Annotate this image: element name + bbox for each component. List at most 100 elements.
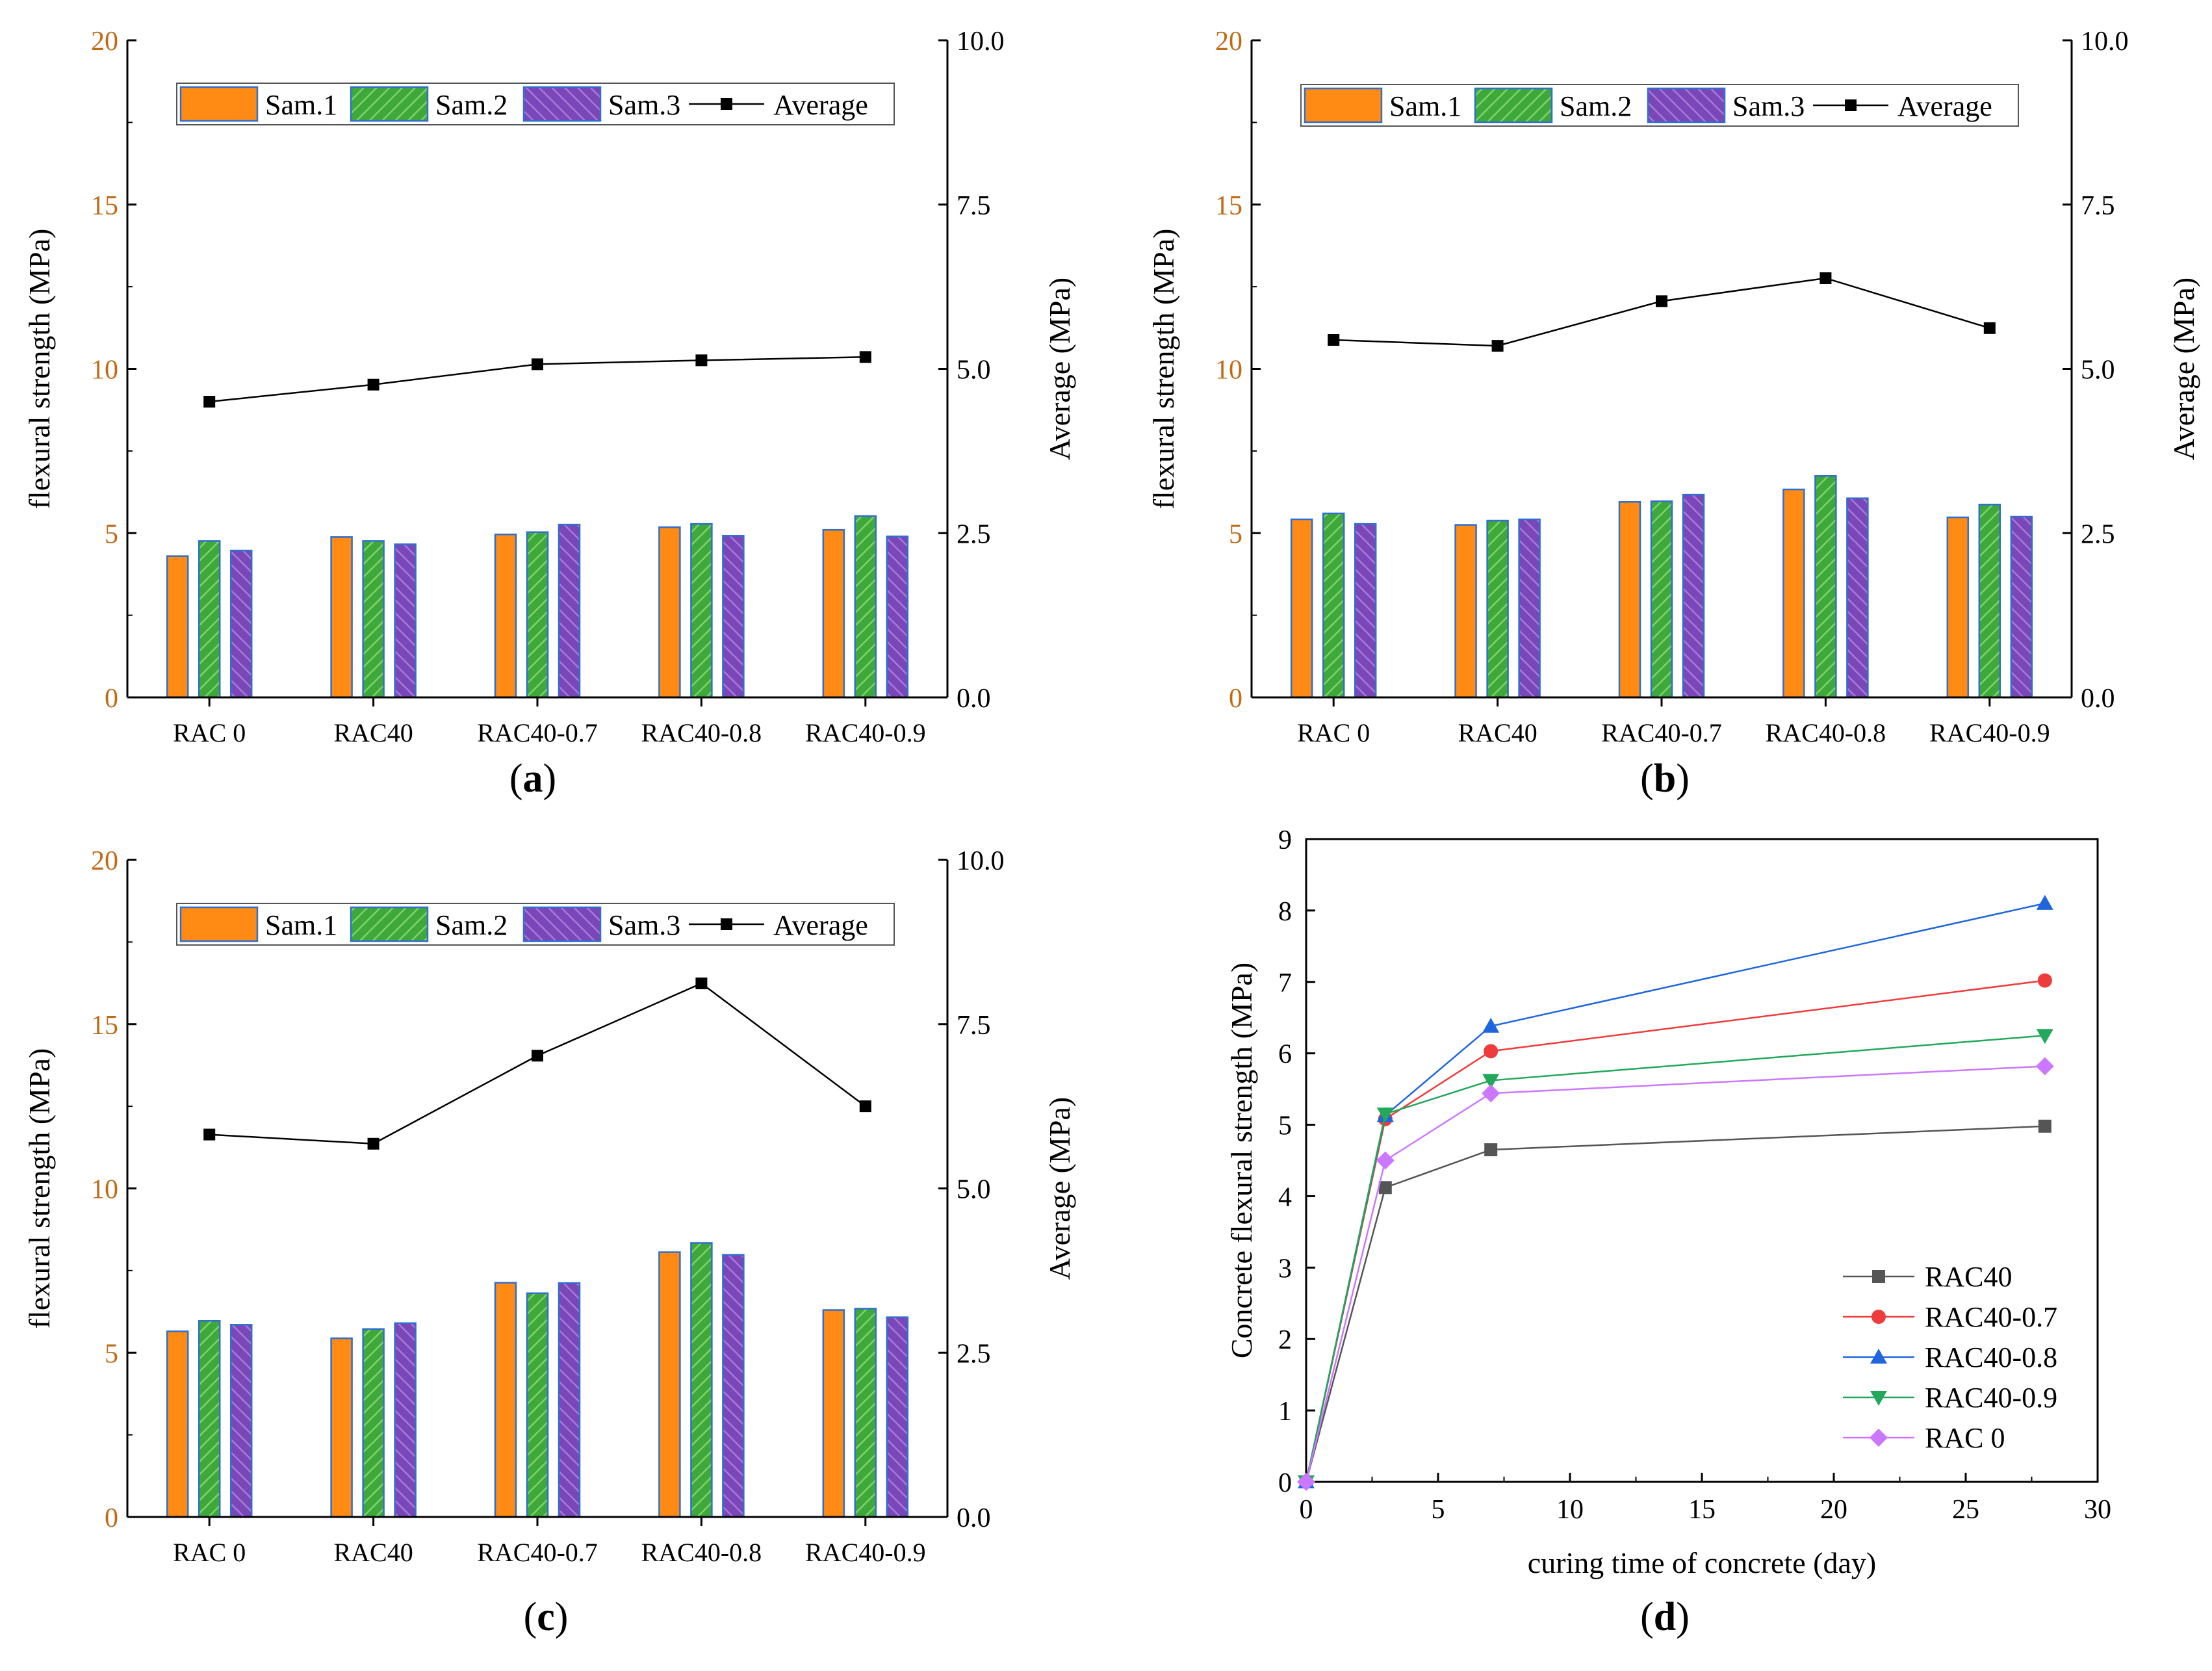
bar-sam1-rac40-09 xyxy=(823,530,844,697)
panel-c-chart: 0 5 10 15 20 0.0 2.5 5.0 7.5 10.0 RAC 0 RAC40 RAC40-… xyxy=(23,846,1076,1639)
left-tick-label: 10 xyxy=(91,356,118,385)
legend-label: RAC40-0.8 xyxy=(1925,1341,2057,1373)
x-tick-label: RAC40-0.8 xyxy=(641,1538,762,1567)
x-tick-label: RAC 0 xyxy=(173,718,246,747)
legend-marker xyxy=(1870,1429,1888,1447)
legend-label: RAC40-0.7 xyxy=(1925,1301,2057,1333)
bar-sam2-rac40-07 xyxy=(1651,501,1672,697)
legend-label: Sam.1 xyxy=(265,89,337,121)
bar-sam3-rac40-09 xyxy=(2011,517,2032,697)
left-tick-label: 15 xyxy=(91,191,118,221)
average-point xyxy=(368,379,379,391)
panel-b-chart: 0 5 10 15 20 0.0 2.5 5.0 7.5 10.0 RAC 0 RAC40 RAC40-… xyxy=(1147,27,2200,801)
x-tick-label: 0 xyxy=(1300,1495,1313,1525)
left-tick-label: 5 xyxy=(105,519,118,549)
left-tick-label: 20 xyxy=(91,27,118,57)
average-point xyxy=(1492,340,1504,352)
bar-sam3-rac40-09 xyxy=(887,1317,908,1517)
x-tick-label: RAC40-0.7 xyxy=(477,718,598,747)
legend-label: Average xyxy=(773,89,868,121)
legend-label: RAC40 xyxy=(1925,1261,2012,1293)
x-tick-label: RAC40-0.9 xyxy=(805,1538,926,1567)
legend-swatch xyxy=(181,87,257,121)
x-tick-label: RAC40-0.8 xyxy=(1766,718,1886,747)
right-tick-label: 5.0 xyxy=(2081,356,2115,385)
average-point xyxy=(860,1100,871,1112)
legend-label: Sam.3 xyxy=(1732,90,1805,122)
y-tick-label: 5 xyxy=(1278,1111,1292,1141)
x-tick-label: 5 xyxy=(1432,1495,1445,1525)
y-tick-label: 1 xyxy=(1278,1397,1292,1427)
x-tick-label: RAC40-0.9 xyxy=(805,718,926,747)
right-tick-label: 2.5 xyxy=(957,519,991,549)
bar-sam1-rac40 xyxy=(1456,525,1476,697)
series-point-rac40 xyxy=(1484,1143,1497,1156)
legend-line-marker xyxy=(1845,99,1857,111)
x-axis-title: curing time of concrete (day) xyxy=(1528,1546,1876,1579)
panel-label: (a) xyxy=(509,757,556,801)
legend-marker xyxy=(1871,1310,1886,1324)
bar-sam3-rac40 xyxy=(395,544,416,697)
x-tick-label: 30 xyxy=(2084,1495,2111,1525)
bar-sam2-rac40-08 xyxy=(691,524,712,697)
legend-line-marker xyxy=(721,98,732,110)
average-point xyxy=(203,396,215,408)
legend-label: Sam.3 xyxy=(608,89,680,121)
legend-swatch xyxy=(1648,88,1725,122)
y2-axis-title: Average (MPa) xyxy=(1043,1097,1076,1280)
left-tick-label: 10 xyxy=(1215,356,1242,385)
y2-axis-title: Average (MPa) xyxy=(2167,278,2200,460)
panel-a-chart: 0 5 10 15 20 0.0 2.5 5.0 7.5 10.0 RAC 0 RAC40 RAC40-… xyxy=(23,27,1076,801)
y-axis-title: flexural strength (MPa) xyxy=(1147,229,1180,510)
bar-sam2-rac40-09 xyxy=(855,1309,876,1517)
y-tick-label: 2 xyxy=(1278,1325,1292,1355)
bar-sam3-rac40-08 xyxy=(723,1255,743,1517)
series-point-rac0 xyxy=(2036,1057,2054,1075)
panel-label: (d) xyxy=(1640,1595,1690,1639)
bar-sam2-rac40-08 xyxy=(1815,476,1836,697)
bar-sam1-rac0 xyxy=(1291,519,1312,697)
legend-marker xyxy=(1870,1391,1887,1406)
right-tick-label: 10.0 xyxy=(957,846,1005,876)
legend-marker xyxy=(1872,1270,1885,1283)
legend-label: Average xyxy=(773,909,868,941)
left-tick-label: 15 xyxy=(91,1011,118,1041)
average-line xyxy=(1333,278,1990,346)
legend-label: Average xyxy=(1897,90,1992,122)
x-tick-label: RAC40-0.8 xyxy=(641,718,762,747)
legend-label: RAC 0 xyxy=(1925,1422,2005,1454)
bar-sam2-rac40-08 xyxy=(691,1243,712,1517)
x-tick-label: RAC 0 xyxy=(1297,718,1370,747)
legend-swatch xyxy=(351,907,428,941)
right-tick-label: 7.5 xyxy=(957,1011,991,1041)
series-point-rac40 xyxy=(2038,1120,2051,1133)
legend-swatch xyxy=(1305,88,1382,122)
series-point-rac40-07 xyxy=(1484,1044,1498,1058)
bar-sam3-rac40-09 xyxy=(887,536,908,697)
y-tick-label: 4 xyxy=(1278,1182,1292,1212)
y-axis-title: flexural strength (MPa) xyxy=(23,1048,56,1329)
bar-sam2-rac40-09 xyxy=(855,516,876,697)
right-tick-label: 7.5 xyxy=(2081,191,2115,221)
bar-sam3-rac40-07 xyxy=(559,525,580,697)
y-tick-label: 6 xyxy=(1278,1040,1292,1070)
bar-sam1-rac40-08 xyxy=(1783,489,1804,697)
left-tick-label: 15 xyxy=(1215,191,1242,221)
y-axis-title: flexural strength (MPa) xyxy=(23,229,56,510)
panel-d-chart: 0 5 10 15 20 25 300123456789curing time of con… xyxy=(1225,825,2111,1639)
x-tick-label: RAC40 xyxy=(1458,718,1537,747)
bar-sam1-rac40-07 xyxy=(495,534,516,697)
bar-sam2-rac40 xyxy=(363,1329,384,1517)
series-point-rac0 xyxy=(1376,1152,1395,1170)
bar-sam2-rac0 xyxy=(199,1321,220,1517)
panel-label: (c) xyxy=(524,1595,569,1639)
bar-sam3-rac0 xyxy=(231,1325,251,1517)
bar-sam3-rac40-07 xyxy=(559,1283,580,1517)
legend-swatch xyxy=(524,907,600,941)
average-point xyxy=(1984,322,1996,334)
bar-sam1-rac0 xyxy=(167,556,188,697)
y-tick-label: 0 xyxy=(1278,1468,1292,1498)
y2-axis-title: Average (MPa) xyxy=(1043,278,1076,460)
y-tick-label: 3 xyxy=(1278,1254,1292,1284)
legend-label: Sam.1 xyxy=(265,909,337,941)
